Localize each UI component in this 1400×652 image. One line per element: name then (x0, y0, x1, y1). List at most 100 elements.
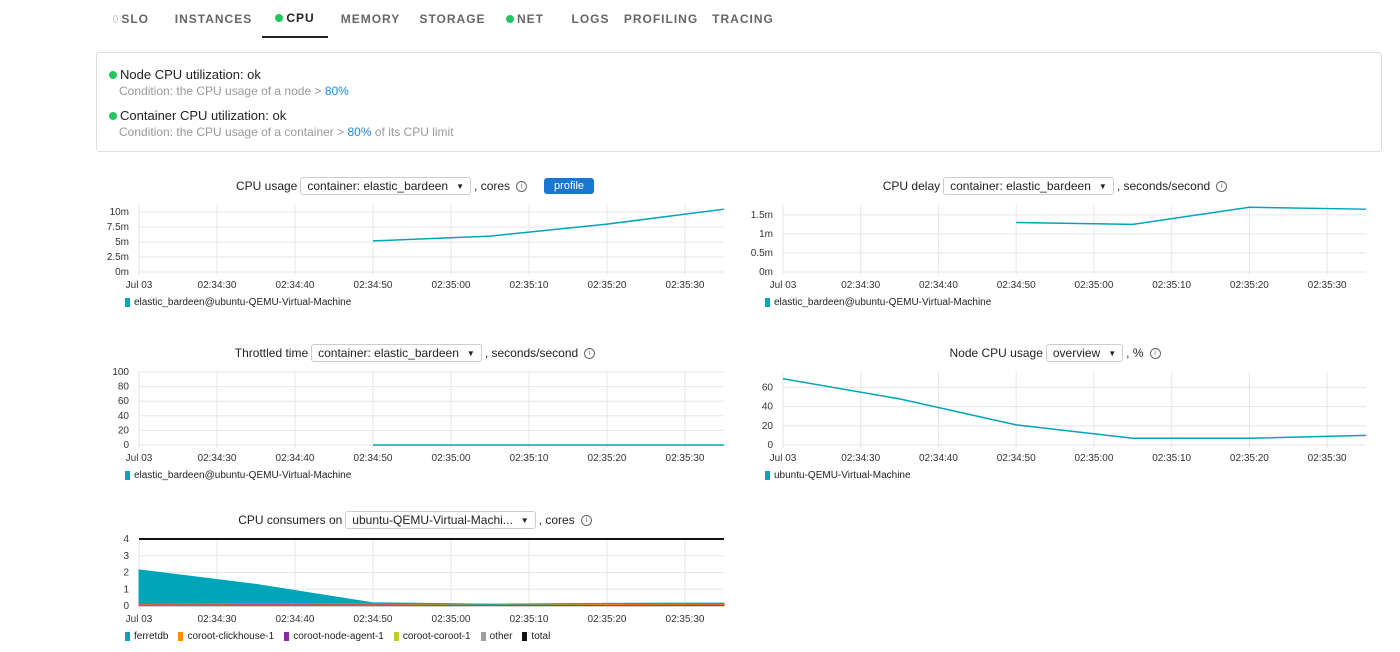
chart-title-text: CPU consumers on (238, 513, 343, 527)
threshold-link[interactable]: 80% (347, 125, 372, 139)
legend-item[interactable]: ubuntu-QEMU-Virtual-Machine (765, 470, 911, 481)
y-tick-label: 60 (118, 396, 130, 407)
tab-memory[interactable]: MEMORY (328, 0, 410, 38)
info-icon[interactable]: i (580, 514, 592, 526)
chart-select[interactable]: container: elastic_bardeen ▼ (311, 344, 482, 362)
series-line-elastic_bardeen@ubuntu-QEMU-Virtual-Machine (372, 208, 725, 242)
condition-text: Condition: the CPU usage of a node > (119, 84, 325, 98)
x-tick-label: 02:35:00 (1074, 280, 1113, 291)
x-tick-label: 02:34:50 (354, 614, 393, 625)
info-icon[interactable]: i (1216, 180, 1228, 192)
tab-storage[interactable]: STORAGE (410, 0, 492, 38)
tab-bar: SLO INSTANCES CPU MEMORY STORAGE NET LOGS PROFI… (100, 0, 784, 39)
legend-swatch-icon (284, 632, 290, 641)
tab-net[interactable]: NET (492, 0, 558, 38)
legend-item[interactable]: ferretdb (125, 631, 168, 642)
chart-title-text: CPU usage (235, 179, 298, 193)
y-tick-label: 40 (118, 411, 130, 422)
condition-text: Condition: the CPU usage of a container … (119, 125, 348, 139)
tab-slo[interactable]: SLO (100, 0, 162, 38)
area-ferretdb (138, 569, 725, 605)
tab-logs[interactable]: LOGS (558, 0, 620, 38)
y-tick-label: 1.5m (751, 210, 773, 221)
y-tick-label: 0m (115, 267, 129, 278)
legend-swatch-icon (765, 471, 770, 480)
x-tick-label: 02:35:10 (510, 280, 549, 291)
chart-cpu-delay: CPU delay container: elastic_bardeen ▼ , se… (740, 176, 1370, 308)
chart-title: Throttled time container: elastic_bardeen… (100, 343, 730, 363)
tab-label: STORAGE (419, 12, 486, 26)
chart-title-text: Node CPU usage (949, 346, 1043, 360)
x-tick-label: 02:35:10 (1152, 453, 1191, 464)
status-ok-icon (109, 71, 117, 79)
x-tick-label: 02:34:30 (198, 614, 237, 625)
select-value: ubuntu-QEMU-Virtual-Machi... (352, 513, 513, 527)
x-tick-label: Jul 03 (126, 453, 153, 464)
status-dot-icon (506, 15, 514, 23)
info-icon[interactable]: i (516, 180, 528, 192)
check-container-cpu: Container CPU utilization: ok (109, 108, 286, 123)
info-icon[interactable]: i (1149, 347, 1161, 359)
legend-label: elastic_bardeen@ubuntu-QEMU-Virtual-Mach… (774, 297, 992, 308)
chart-legend: ubuntu-QEMU-Virtual-Machine (740, 470, 1370, 481)
y-tick-label: 2.5m (107, 252, 129, 263)
profile-button[interactable]: profile (544, 178, 595, 194)
legend-swatch-icon (125, 632, 130, 641)
x-tick-label: Jul 03 (126, 280, 153, 291)
legend-item[interactable]: coroot-clickhouse-1 (178, 631, 274, 642)
x-tick-label: 02:35:30 (1308, 280, 1347, 291)
status-ok-icon (109, 112, 117, 120)
y-tick-label: 1m (759, 229, 773, 240)
tab-profiling[interactable]: PROFILING (620, 0, 702, 38)
select-value: container: elastic_bardeen (318, 346, 459, 360)
chart-select[interactable]: container: elastic_bardeen ▼ (300, 177, 472, 195)
y-tick-label: 100 (112, 367, 129, 378)
chart-select[interactable]: container: elastic_bardeen ▼ (943, 177, 1114, 195)
chart-cpu-usage: CPU usage container: elastic_bardeen ▼ , co… (100, 176, 730, 308)
x-tick-label: 02:35:30 (666, 453, 705, 464)
chart-select[interactable]: overview ▼ (1045, 344, 1124, 362)
x-tick-label: 02:35:10 (510, 453, 549, 464)
threshold-link[interactable]: 80% (324, 84, 349, 98)
y-tick-label: 2 (123, 568, 129, 579)
y-tick-label: 0m (759, 267, 773, 278)
x-tick-label: 02:35:20 (1230, 453, 1269, 464)
tab-label: INSTANCES (174, 12, 253, 26)
chart-title-text: Throttled time (234, 346, 309, 360)
tab-label: SLO (121, 12, 149, 26)
legend-item[interactable]: elastic_bardeen@ubuntu-QEMU-Virtual-Mach… (765, 297, 991, 308)
y-tick-label: 0 (767, 440, 773, 451)
chart-plot: 0m 0.5m 1m 1.5m Jul 03 02:34:30 02:34:40 02:34:… (751, 205, 1367, 291)
x-tick-label: 02:35:00 (432, 280, 471, 291)
checks-panel: Node CPU utilization: ok Condition: the … (96, 52, 1382, 152)
legend-item[interactable]: total (522, 631, 550, 642)
tab-instances[interactable]: INSTANCES (162, 0, 262, 38)
check-title: Container CPU utilization: ok (120, 108, 287, 123)
legend-item[interactable]: elastic_bardeen@ubuntu-QEMU-Virtual-Mach… (125, 297, 351, 308)
chart-legend: ferretdb coroot-clickhouse-1 coroot-node-a… (100, 631, 730, 642)
legend-item[interactable]: other (480, 631, 513, 642)
x-tick-label: 02:35:00 (432, 614, 471, 625)
x-tick-label: Jul 03 (770, 453, 797, 464)
y-tick-label: 20 (118, 425, 130, 436)
legend-swatch-icon (125, 471, 130, 480)
x-tick-label: 02:35:10 (1152, 280, 1191, 291)
caret-down-icon: ▼ (520, 515, 529, 525)
info-icon[interactable]: i (584, 347, 596, 359)
y-tick-label: 0 (123, 601, 129, 612)
chart-select[interactable]: ubuntu-QEMU-Virtual-Machi... ▼ (345, 511, 536, 529)
legend-label: coroot-coroot-1 (402, 631, 471, 642)
legend-item[interactable]: coroot-coroot-1 (393, 631, 471, 642)
chart-plot: 0 20 40 60 80 100 Jul 03 02:34:30 02:34:40 02:34:… (112, 367, 724, 464)
tab-tracing[interactable]: TRACING (702, 0, 784, 38)
legend-item[interactable]: coroot-node-agent-1 (284, 631, 384, 642)
tab-cpu[interactable]: CPU (262, 0, 328, 38)
x-tick-label: 02:34:30 (841, 280, 880, 291)
y-tick-label: 60 (762, 382, 774, 393)
chart-unit: , cores (474, 179, 511, 193)
x-tick-label: 02:34:40 (919, 280, 958, 291)
legend-item[interactable]: elastic_bardeen@ubuntu-QEMU-Virtual-Mach… (125, 470, 351, 481)
legend-label: other (489, 631, 513, 642)
x-tick-label: 02:35:30 (666, 614, 705, 625)
legend-label: elastic_bardeen@ubuntu-QEMU-Virtual-Mach… (134, 470, 352, 481)
